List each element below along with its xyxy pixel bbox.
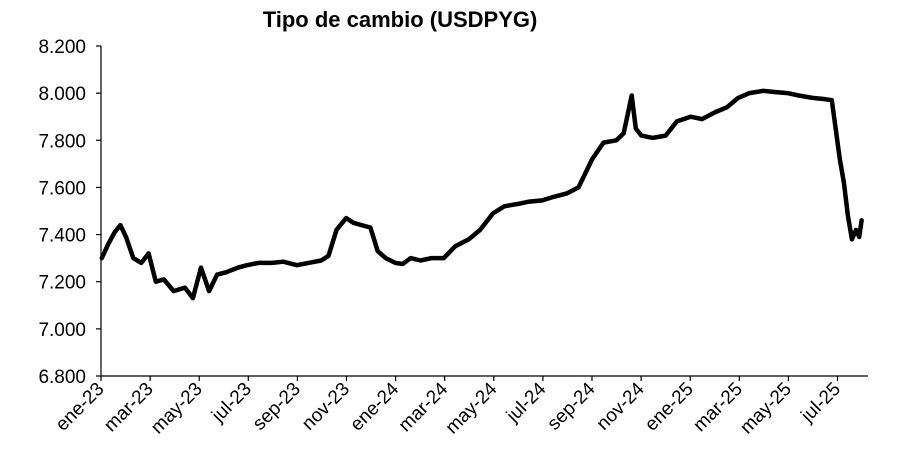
chart-title: Tipo de cambio (USDPYG) [263, 7, 538, 32]
y-tick-label: 7.800 [38, 131, 86, 152]
series-layer [99, 88, 864, 301]
y-tick-label: 7.000 [38, 320, 86, 341]
x-tick-label: jul-25 [797, 379, 845, 427]
x-tick-label: nov-24 [593, 378, 649, 434]
x-tick-label: sep-23 [249, 379, 305, 435]
y-tick-label: 6.800 [38, 367, 86, 388]
x-tick-label: may-23 [147, 379, 207, 439]
y-axis: 6.800 7.000 7.200 7.400 7.600 7.800 8.000 8.200 [38, 37, 102, 388]
x-tick-label: may-25 [736, 379, 796, 439]
y-tick-label: 7.200 [38, 273, 86, 294]
usdpyg-series-line [99, 88, 864, 301]
x-tick-label: mar-23 [100, 379, 157, 436]
x-tick-label: ene-25 [641, 379, 698, 436]
y-tick-label: 7.600 [38, 178, 86, 199]
x-tick-label: mar-25 [689, 379, 746, 436]
y-tick-label: 8.000 [38, 84, 86, 105]
x-tick-label: mar-24 [395, 378, 453, 436]
x-tick-label: sep-24 [544, 378, 600, 434]
y-tick-label: 8.200 [38, 37, 86, 58]
y-tick-label: 7.400 [38, 226, 86, 247]
x-tick-label: nov-23 [298, 379, 354, 435]
x-tick-label: ene-24 [346, 378, 403, 435]
x-tick-label: may-24 [442, 378, 502, 438]
